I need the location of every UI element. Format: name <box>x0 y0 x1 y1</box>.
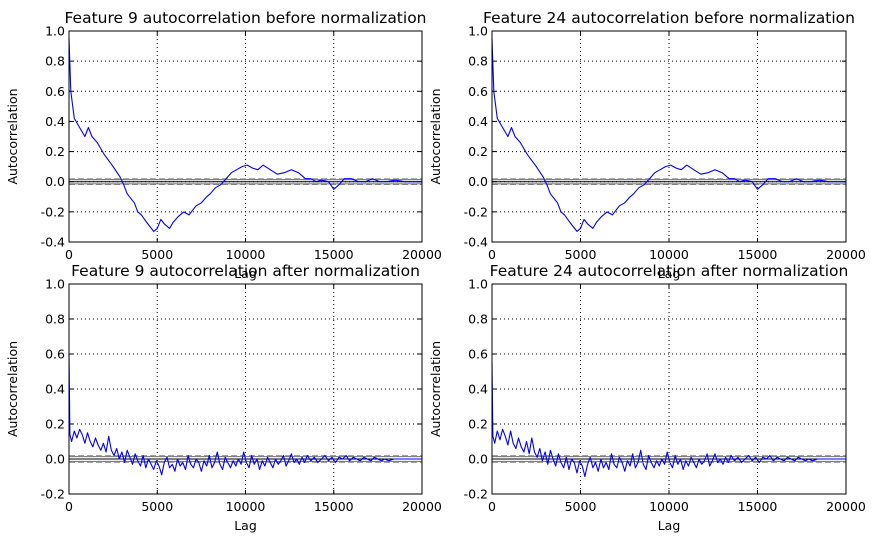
x-tick-label: 20000 <box>826 499 866 514</box>
plot-frame <box>491 283 847 495</box>
x-tick-label: 15000 <box>314 247 354 262</box>
y-tick-label: 0.0 <box>468 174 488 189</box>
y-tick-label: 0.8 <box>45 312 65 327</box>
y-tick-label: 1.0 <box>468 277 488 292</box>
plot-frame <box>68 283 423 495</box>
plot-frame <box>68 30 423 243</box>
y-tick-label: 0.4 <box>45 114 65 129</box>
y-tick-label: 0.2 <box>468 417 488 432</box>
x-tick-label: 10000 <box>649 499 689 514</box>
x-tick-label: 15000 <box>738 247 778 262</box>
y-tick-label: -0.2 <box>41 204 65 219</box>
chart-title: Feature 24 autocorrelation before normal… <box>483 9 855 27</box>
y-tick-label: 0.8 <box>468 54 488 69</box>
y-tick-label: 0.6 <box>468 84 488 99</box>
x-tick-label: 20000 <box>826 247 866 262</box>
y-axis-label: Autocorrelation <box>428 341 443 437</box>
y-tick-label: -0.2 <box>464 487 488 502</box>
y-axis-label: Autocorrelation <box>428 88 443 184</box>
chart-title: Feature 9 autocorrelation before normali… <box>64 9 426 27</box>
x-tick-label: 10000 <box>649 247 689 262</box>
y-tick-label: 0.0 <box>45 174 65 189</box>
y-tick-label: -0.2 <box>464 204 488 219</box>
x-tick-label: 10000 <box>226 247 266 262</box>
series-line-autocorrelation <box>68 353 422 476</box>
y-tick-label: 1.0 <box>45 277 65 292</box>
y-axis-label: Autocorrelation <box>5 341 20 437</box>
x-axis-label: Lag <box>234 266 257 281</box>
y-tick-label: 0.2 <box>468 144 488 159</box>
y-tick-label: 1.0 <box>468 24 488 39</box>
x-tick-label: 0 <box>65 247 73 262</box>
x-tick-label: 15000 <box>738 499 778 514</box>
chart-panel-3: Feature 9 autocorrelation after normaliz… <box>5 262 442 533</box>
x-tick-label: 20000 <box>402 247 442 262</box>
y-tick-label: -0.2 <box>41 487 65 502</box>
x-tick-label: 5000 <box>565 499 597 514</box>
chart-panel-2: Feature 24 autocorrelation before normal… <box>428 9 866 281</box>
x-axis-label: Lag <box>658 266 681 281</box>
x-tick-label: 10000 <box>226 499 266 514</box>
y-tick-label: -0.4 <box>464 235 488 250</box>
x-tick-label: 5000 <box>141 247 173 262</box>
series-line-autocorrelation <box>68 38 422 232</box>
x-tick-label: 0 <box>488 499 496 514</box>
y-tick-label: -0.4 <box>41 235 65 250</box>
y-tick-label: 0.6 <box>45 84 65 99</box>
y-tick-label: 0.4 <box>468 382 488 397</box>
y-axis-label: Autocorrelation <box>5 88 20 184</box>
x-tick-label: 15000 <box>314 499 354 514</box>
y-tick-label: 0.6 <box>468 347 488 362</box>
y-tick-label: 0.0 <box>468 452 488 467</box>
x-tick-label: 0 <box>65 499 73 514</box>
y-tick-label: 0.8 <box>45 54 65 69</box>
y-tick-label: 0.8 <box>468 312 488 327</box>
x-tick-label: 5000 <box>141 499 173 514</box>
x-tick-label: 0 <box>488 247 496 262</box>
chart-title: Feature 9 autocorrelation after normaliz… <box>71 262 420 280</box>
y-tick-label: 0.0 <box>45 452 65 467</box>
chart-panel-1: Feature 9 autocorrelation before normali… <box>5 9 442 281</box>
x-axis-label: Lag <box>234 518 257 533</box>
x-axis-label: Lag <box>658 518 681 533</box>
y-tick-label: 0.6 <box>45 347 65 362</box>
y-tick-label: 0.2 <box>45 144 65 159</box>
x-tick-label: 5000 <box>565 247 597 262</box>
plot-frame <box>491 30 847 243</box>
series-line-autocorrelation <box>491 362 846 478</box>
series-line-autocorrelation <box>491 38 846 232</box>
y-tick-label: 0.4 <box>45 382 65 397</box>
y-tick-label: 1.0 <box>45 24 65 39</box>
y-tick-label: 0.2 <box>45 417 65 432</box>
y-tick-label: 0.4 <box>468 114 488 129</box>
x-tick-label: 20000 <box>402 499 442 514</box>
chart-panel-4: Feature 24 autocorrelation after normali… <box>428 262 866 533</box>
chart-title: Feature 24 autocorrelation after normali… <box>490 262 849 280</box>
